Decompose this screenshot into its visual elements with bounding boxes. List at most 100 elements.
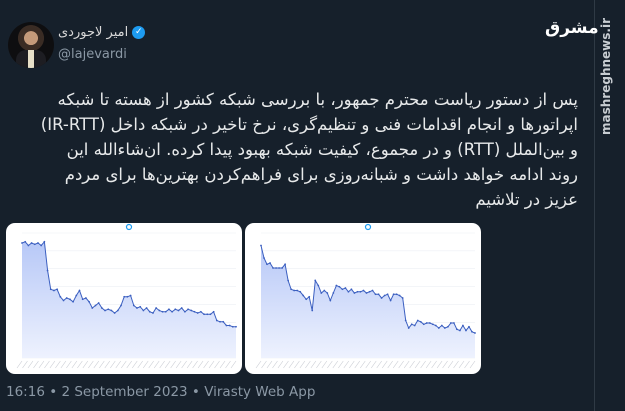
x-tick-label (464, 360, 470, 369)
x-tick-label (159, 360, 165, 369)
data-point (362, 289, 365, 292)
separator: • (191, 384, 200, 400)
data-point (425, 322, 428, 324)
data-point (190, 309, 193, 312)
x-tick-label (230, 360, 237, 369)
data-point (272, 267, 274, 269)
data-point (416, 319, 419, 322)
x-tick-label (88, 360, 94, 369)
data-point (126, 295, 129, 298)
data-point (161, 310, 164, 313)
x-tick-label (277, 360, 284, 369)
data-point (353, 292, 356, 294)
data-point (225, 324, 228, 327)
data-point (46, 269, 49, 272)
x-tick-label (261, 360, 267, 369)
data-point (335, 284, 338, 287)
x-tick-label (447, 360, 454, 369)
x-tick-label (104, 360, 111, 369)
x-tick-label (170, 360, 176, 369)
data-point (410, 323, 413, 326)
x-tick-label (255, 360, 262, 369)
x-tick-label (148, 360, 154, 369)
x-tick-label (77, 360, 83, 369)
author-name[interactable]: امیر لاجوردی (58, 25, 129, 40)
x-tick-label (283, 360, 289, 369)
x-tick-label (343, 360, 350, 369)
watermark-url: mashreghnews.ir (599, 18, 613, 135)
avatar[interactable] (8, 22, 54, 68)
tweet-meta: 16:16 • 2 September 2023 • Virasty Web A… (6, 384, 315, 400)
divider (594, 0, 595, 411)
data-point (260, 244, 262, 247)
data-point (308, 295, 311, 298)
chart-svg (255, 223, 476, 369)
data-point (177, 309, 180, 312)
x-tick-label (126, 360, 132, 369)
tweet-line: عزیز در تلاشیم (475, 190, 578, 209)
x-tick-label (338, 360, 344, 369)
x-tick-label (49, 360, 56, 369)
data-point (78, 289, 81, 292)
data-point (365, 292, 368, 294)
x-tick-label (33, 360, 39, 369)
tweet-date[interactable]: 2 September 2023 (61, 384, 188, 400)
data-point (203, 313, 205, 316)
x-tick-label (310, 360, 317, 369)
x-tick-label (203, 360, 209, 369)
author-handle[interactable]: @lajevardi (58, 47, 127, 62)
data-point (465, 329, 467, 332)
data-point (446, 325, 449, 328)
x-tick-label (99, 360, 105, 369)
x-tick-label (153, 360, 160, 369)
data-point (377, 293, 380, 296)
data-point (174, 308, 177, 311)
data-point (398, 294, 401, 297)
data-point (356, 290, 359, 293)
x-tick-label (414, 360, 421, 369)
chart-image-rtt[interactable] (245, 223, 481, 374)
data-point (59, 295, 62, 298)
data-point (91, 307, 94, 309)
tweet-source[interactable]: Virasty Web App (204, 384, 316, 400)
x-tick-label (71, 360, 78, 369)
x-tick-label (266, 360, 273, 369)
data-point (235, 325, 237, 328)
data-point (368, 290, 371, 293)
x-tick-label (197, 360, 204, 369)
x-tick-label (299, 360, 306, 369)
data-point (199, 310, 202, 313)
x-tick-label (458, 360, 465, 369)
data-point (287, 279, 290, 282)
data-point (37, 242, 39, 244)
data-point (49, 288, 52, 291)
chart-image-ir-rtt[interactable] (6, 223, 242, 374)
x-tick-label (60, 360, 67, 369)
data-point (43, 240, 46, 243)
data-point (132, 304, 135, 307)
tweet-time[interactable]: 16:16 (6, 384, 45, 400)
data-point (231, 325, 234, 328)
x-tick-label (327, 360, 333, 369)
data-point (302, 294, 305, 297)
data-point (326, 292, 329, 294)
x-tick-label (403, 360, 410, 369)
x-tick-label (16, 360, 23, 369)
data-point (293, 289, 296, 292)
data-point (359, 290, 362, 293)
x-tick-label (436, 360, 443, 369)
x-tick-label (305, 360, 311, 369)
data-point (94, 304, 97, 307)
data-point (139, 305, 142, 308)
x-tick-label (409, 360, 415, 369)
x-tick-label (398, 360, 404, 369)
data-point (407, 327, 410, 329)
data-point (311, 309, 314, 312)
legend-marker (125, 223, 133, 231)
data-point (171, 310, 174, 313)
x-tick-label (55, 360, 61, 369)
data-point (263, 257, 265, 259)
author-name-row[interactable]: امیر لاجوردی ✓ (58, 25, 146, 40)
x-tick-label (110, 360, 116, 369)
x-tick-label (142, 360, 149, 369)
